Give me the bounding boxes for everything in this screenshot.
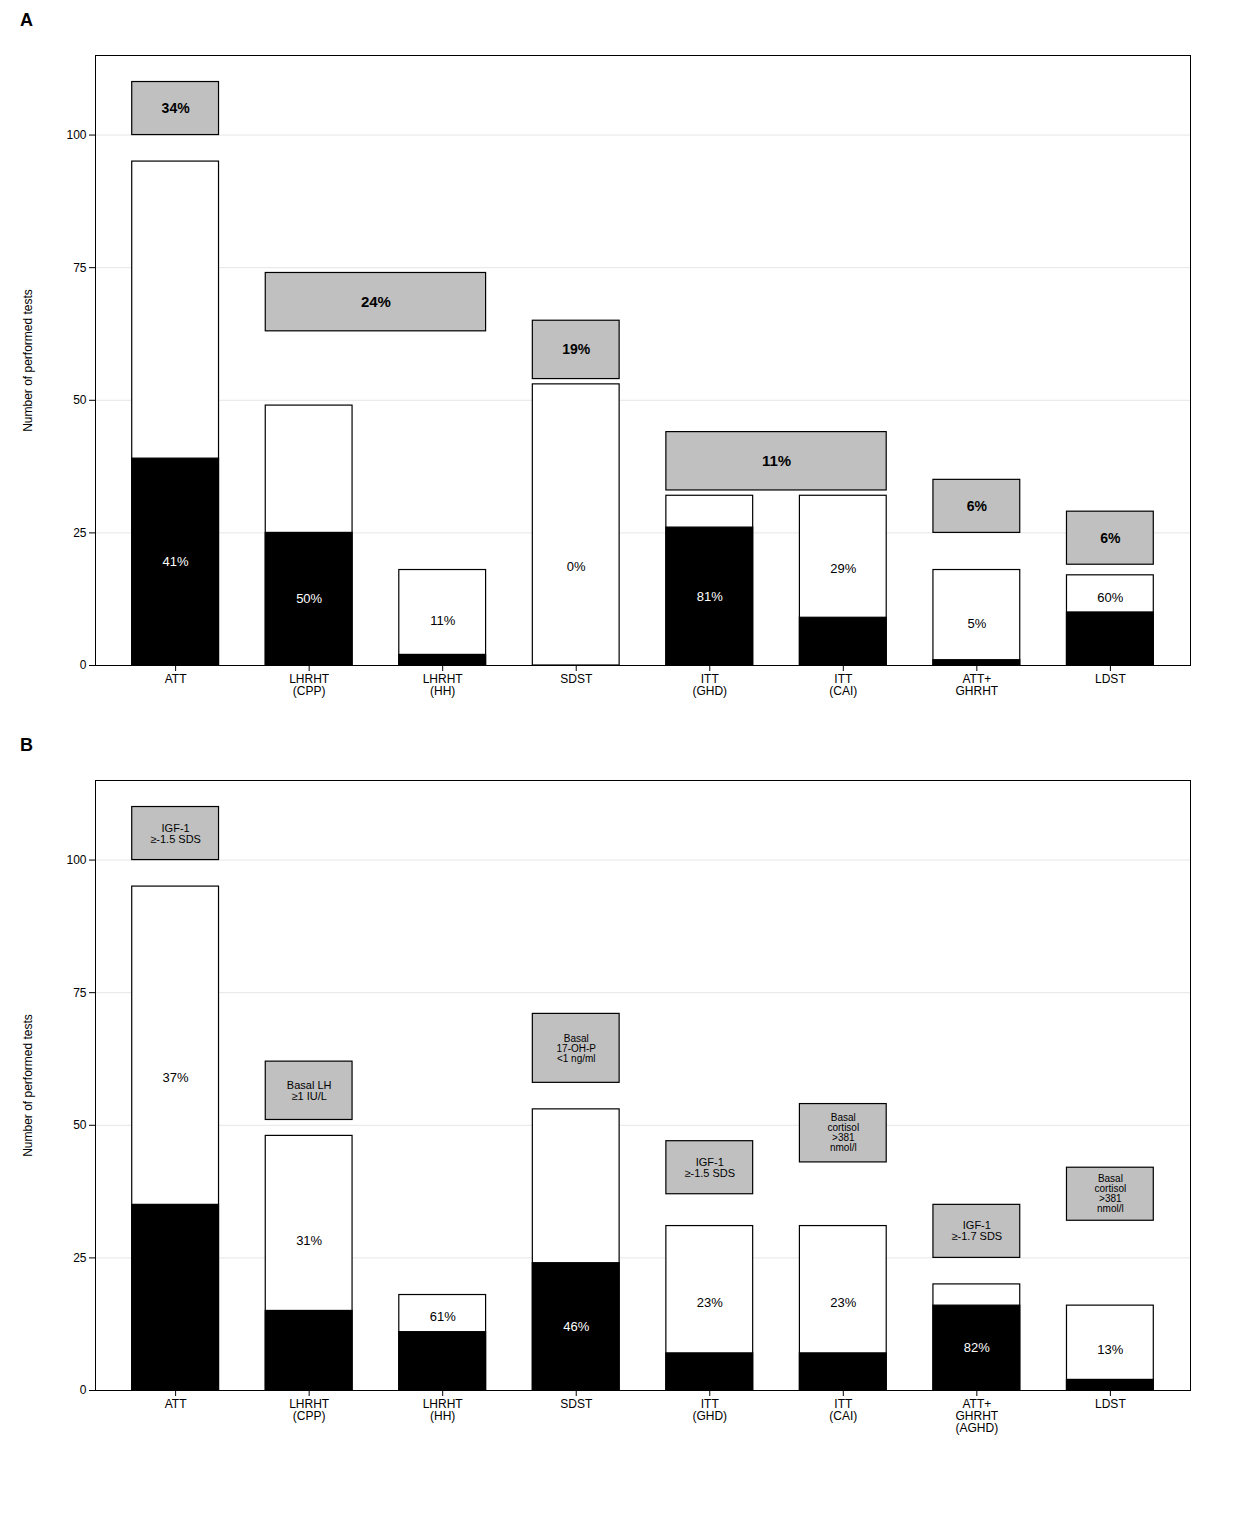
svg-text:LDST: LDST (1095, 672, 1126, 686)
svg-text:ATT: ATT (165, 672, 187, 686)
svg-text:IGF-1≥-1.7 SDS: IGF-1≥-1.7 SDS (952, 1219, 1003, 1242)
svg-text:81%: 81% (697, 589, 723, 604)
svg-text:LHRHT(CPP): LHRHT(CPP) (289, 672, 330, 698)
svg-text:75: 75 (73, 261, 87, 275)
svg-text:ITT(GHD): ITT(GHD) (692, 1397, 727, 1423)
svg-text:100: 100 (66, 128, 86, 142)
svg-text:61%: 61% (430, 1309, 456, 1324)
svg-text:6%: 6% (967, 498, 988, 514)
svg-text:41%: 41% (163, 554, 189, 569)
svg-text:Basal17-OH-P<1 ng/ml: Basal17-OH-P<1 ng/ml (557, 1033, 597, 1064)
svg-text:0%: 0% (567, 559, 586, 574)
svg-text:46%: 46% (563, 1319, 589, 1334)
svg-text:19%: 19% (562, 341, 591, 357)
svg-text:75: 75 (73, 986, 87, 1000)
svg-text:6%: 6% (1100, 530, 1121, 546)
svg-text:LHRHT(HH): LHRHT(HH) (423, 1397, 464, 1423)
svg-text:23%: 23% (697, 1295, 723, 1310)
svg-text:SDST: SDST (560, 672, 593, 686)
svg-text:ATT: ATT (165, 1397, 187, 1411)
svg-text:37%: 37% (163, 1070, 189, 1085)
svg-text:50: 50 (73, 1118, 87, 1132)
svg-text:ATT+GHRHT(AGHD): ATT+GHRHT(AGHD) (956, 1397, 999, 1435)
svg-text:IGF-1≥-1.5 SDS: IGF-1≥-1.5 SDS (684, 1156, 735, 1179)
svg-text:100: 100 (66, 853, 86, 867)
svg-text:0: 0 (80, 658, 87, 672)
svg-text:LHRHT(HH): LHRHT(HH) (423, 672, 464, 698)
svg-text:5%: 5% (967, 616, 986, 631)
html-text:B: B (20, 735, 33, 755)
svg-text:Basalcortisol>381nmol/l: Basalcortisol>381nmol/l (1095, 1173, 1127, 1214)
svg-text:24%: 24% (361, 293, 391, 310)
svg-text:23%: 23% (830, 1295, 856, 1310)
svg-text:25: 25 (73, 526, 87, 540)
svg-text:ITT(CAI): ITT(CAI) (829, 1397, 857, 1423)
svg-text:Basal LH≥1 IU/L: Basal LH≥1 IU/L (287, 1079, 332, 1102)
svg-text:60%: 60% (1097, 590, 1123, 605)
svg-text:ITT(GHD): ITT(GHD) (692, 672, 727, 698)
svg-text:Basalcortisol>381nmol/l: Basalcortisol>381nmol/l (827, 1112, 859, 1153)
svg-text:0: 0 (80, 1383, 87, 1397)
svg-text:50%: 50% (296, 591, 322, 606)
html-text:A: A (20, 10, 33, 30)
svg-text:ITT(CAI): ITT(CAI) (829, 672, 857, 698)
svg-text:29%: 29% (830, 561, 856, 576)
svg-text:IGF-1≥-1.5 SDS: IGF-1≥-1.5 SDS (150, 822, 201, 845)
svg-text:13%: 13% (1097, 1342, 1123, 1357)
svg-text:25: 25 (73, 1251, 87, 1265)
svg-text:SDST: SDST (560, 1397, 593, 1411)
svg-text:11%: 11% (430, 613, 455, 628)
svg-text:Number of performed tests: Number of performed tests (21, 289, 35, 432)
svg-text:LHRHT(CPP): LHRHT(CPP) (289, 1397, 330, 1423)
svg-text:11%: 11% (762, 452, 791, 469)
svg-text:50: 50 (73, 393, 87, 407)
svg-text:Number of performed tests: Number of performed tests (21, 1014, 35, 1157)
svg-text:ATT+GHRHT: ATT+GHRHT (956, 672, 999, 698)
svg-text:LDST: LDST (1095, 1397, 1126, 1411)
svg-text:31%: 31% (296, 1233, 322, 1248)
svg-text:34%: 34% (162, 100, 191, 116)
svg-text:82%: 82% (964, 1340, 990, 1355)
